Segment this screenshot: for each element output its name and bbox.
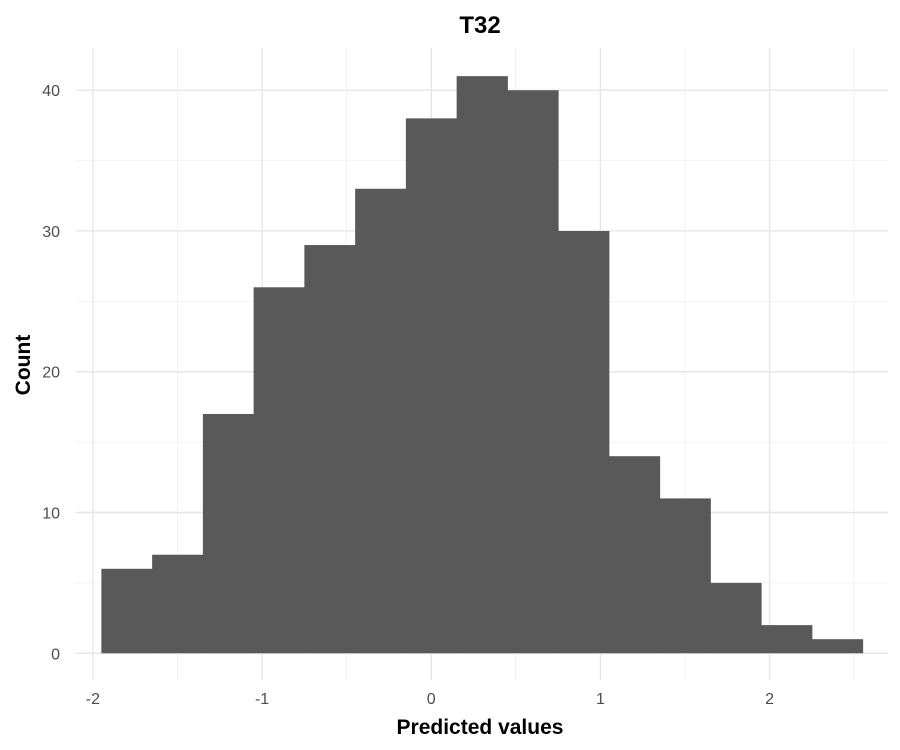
x-tick-label: 0: [427, 691, 436, 708]
histogram-bar: [456, 76, 508, 654]
y-axis-ticks: 0 10 20 30 40: [42, 83, 60, 663]
x-tick-label: 1: [596, 691, 605, 708]
histogram-bar: [710, 582, 762, 654]
x-tick-label: 2: [765, 691, 774, 708]
y-tick-label: 10: [42, 505, 60, 522]
histogram-bar: [355, 188, 407, 654]
histogram-bars: [101, 76, 864, 654]
chart-title: T32: [459, 12, 500, 39]
histogram-bar: [405, 118, 458, 654]
x-tick-label: -2: [86, 691, 100, 708]
histogram-bar: [608, 456, 661, 654]
histogram-bar: [659, 498, 711, 654]
histogram-bar: [152, 554, 204, 654]
histogram-bar: [253, 287, 305, 654]
histogram-bar: [202, 413, 255, 654]
y-axis-title: Count: [12, 335, 35, 396]
histogram-bar: [507, 90, 559, 654]
histogram-bar: [761, 625, 813, 654]
x-axis-ticks: -2 -1 0 1 2: [86, 691, 774, 708]
histogram-bar: [304, 245, 356, 654]
y-tick-label: 20: [42, 365, 60, 382]
y-tick-label: 0: [51, 646, 60, 663]
x-axis-title: Predicted values: [397, 716, 564, 739]
histogram-bar: [811, 639, 864, 654]
histogram-bar: [101, 568, 153, 654]
y-tick-label: 40: [42, 83, 60, 100]
histogram-bar: [558, 230, 610, 654]
y-tick-label: 30: [42, 224, 60, 241]
x-tick-label: -1: [255, 691, 269, 708]
